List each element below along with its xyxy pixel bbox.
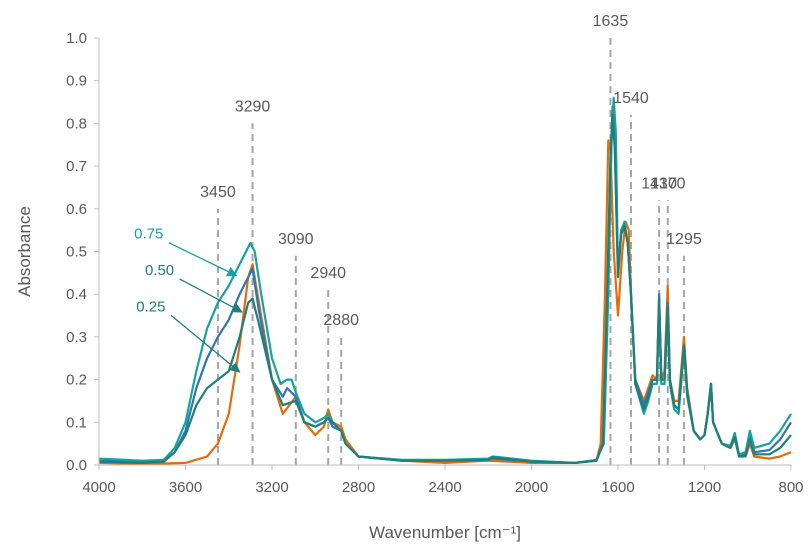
- y-tick-label: 0.4: [66, 286, 87, 303]
- series-annotation-label: 0.50: [145, 262, 174, 279]
- spectrum-series-2: [98, 96, 792, 464]
- x-tick-label: 4000: [82, 479, 115, 496]
- y-tick-label: 0.6: [66, 201, 87, 218]
- y-tick-label: 0.7: [66, 158, 87, 175]
- y-tick-label: 0.3: [66, 329, 87, 346]
- y-axis-title: Absorbance: [15, 206, 34, 297]
- peak-label: 3450: [200, 184, 236, 201]
- y-tick-label: 0.2: [66, 372, 87, 389]
- annotation-arrow: [179, 278, 243, 313]
- x-axis-title: Wavenumber [cm⁻¹]: [369, 523, 521, 542]
- x-tick-label: 2000: [515, 479, 548, 496]
- series-annotation-label: 0.25: [136, 298, 165, 315]
- peak-label: 3090: [278, 231, 314, 248]
- peak-label: 3290: [235, 98, 271, 115]
- series-annotation-label: 0.75: [134, 226, 163, 243]
- x-tick-label: 1600: [601, 479, 634, 496]
- spectrum-series-3: [98, 113, 792, 464]
- axes-group: 4000 3600 3200 2800 2400 2000 1600 1200 800 0.0 0.…: [66, 30, 803, 496]
- spectrum-series-group: [98, 96, 792, 466]
- x-tick-label: 1200: [688, 479, 721, 496]
- x-tick-label: 3200: [255, 479, 288, 496]
- y-tick-label: 0.1: [66, 414, 87, 431]
- peak-label: 2880: [323, 312, 359, 329]
- annotation-arrow: [170, 314, 241, 373]
- y-tick-label: 0.0: [66, 457, 87, 474]
- y-tick-label: 0.9: [66, 73, 87, 90]
- peak-label: 2940: [310, 265, 346, 282]
- x-tick-label: 2800: [342, 479, 375, 496]
- peak-label: 1540: [613, 90, 649, 107]
- x-tick-label: 3600: [169, 479, 202, 496]
- y-tick-label: 1.0: [66, 30, 87, 47]
- peak-label: 1410: [641, 175, 677, 192]
- y-tick-label: 0.5: [66, 244, 87, 261]
- x-tick-label: 800: [778, 479, 803, 496]
- spectrum-series-1: [98, 105, 792, 464]
- peak-label: 1635: [593, 13, 629, 30]
- y-tick-label: 0.8: [66, 115, 87, 132]
- annotation-group: 0.75 0.50 0.25: [134, 226, 243, 373]
- annotation-arrow: [168, 242, 238, 277]
- peak-label: 1295: [666, 231, 702, 248]
- peak-label: 1370: [650, 175, 686, 192]
- x-tick-label: 2400: [428, 479, 461, 496]
